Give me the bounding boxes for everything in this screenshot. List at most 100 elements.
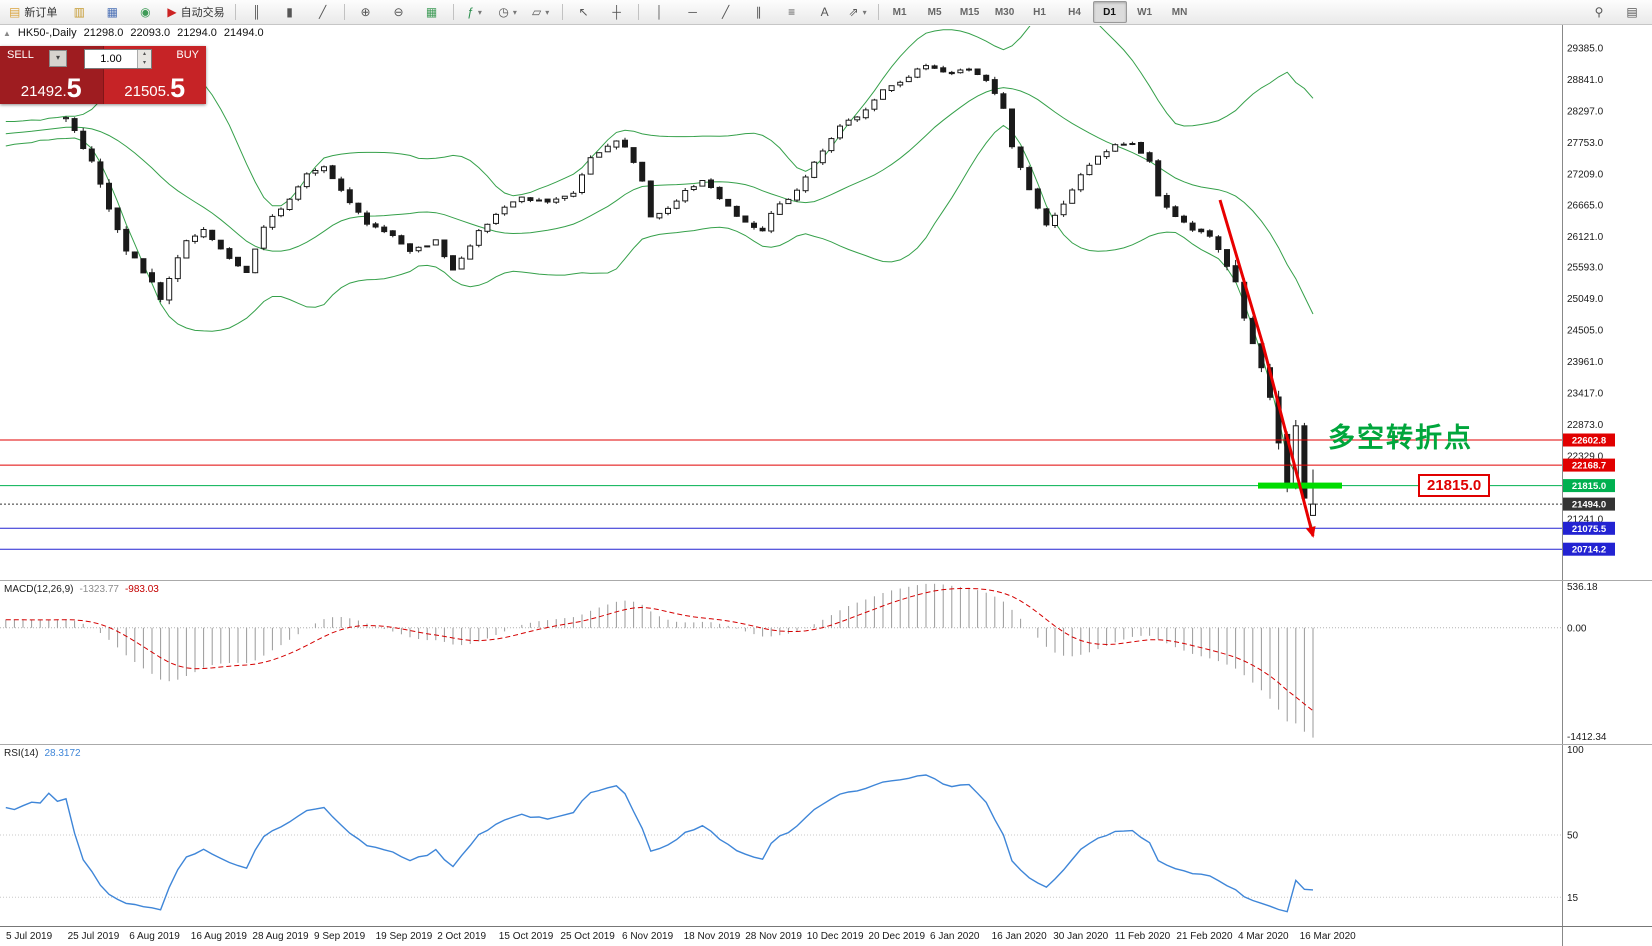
timeframe-h1[interactable]: H1	[1033, 6, 1046, 18]
candle	[1224, 249, 1230, 267]
timeframe-m15[interactable]: M15	[959, 6, 980, 18]
candle	[716, 186, 723, 200]
candle	[183, 240, 190, 259]
new-order-icon: ▤	[9, 5, 21, 19]
caret-down-icon: ▾	[545, 7, 550, 17]
candle	[235, 256, 241, 267]
timeframe-m1[interactable]: M1	[892, 6, 907, 18]
text-label-button[interactable]: A	[809, 1, 841, 23]
candle	[828, 138, 835, 152]
candle	[381, 226, 388, 233]
candle	[1000, 93, 1007, 109]
candle	[991, 79, 998, 94]
toolbar-separator	[343, 4, 345, 20]
candle	[312, 170, 319, 174]
timeframe-m30[interactable]: M30	[994, 6, 1015, 18]
candle	[467, 245, 474, 260]
data-window-button[interactable]: ▦	[96, 1, 128, 23]
toolbar-separator	[637, 4, 639, 20]
candle	[880, 89, 886, 100]
price-axis-label: 23961.0	[1567, 357, 1604, 368]
search-icon: ⚲	[1594, 5, 1604, 19]
date-axis-label: 6 Jan 2020	[930, 931, 980, 942]
toolbar-separator	[561, 4, 563, 20]
trendline-button[interactable]: ╱	[710, 1, 742, 23]
candle	[802, 176, 809, 192]
data-panel-button[interactable]: ▤	[1616, 1, 1648, 23]
indicators-button[interactable]: ƒ ▾	[459, 1, 491, 23]
price-badge-label: 20714.2	[1572, 545, 1606, 556]
candle	[596, 152, 603, 158]
crosshair-button[interactable]: ┼	[601, 1, 633, 23]
equidistant-channel-button[interactable]: ∥	[743, 1, 775, 23]
bar-chart-button[interactable]: ║	[241, 1, 273, 23]
candle	[699, 180, 706, 187]
timeframe-m5[interactable]: M5	[927, 6, 942, 18]
date-axis-label: 9 Sep 2019	[314, 931, 366, 942]
autotrading-button[interactable]: ▶ 自动交易	[162, 1, 229, 23]
toolbar-buttons: ▤ 新订单 ▥ ▦ ◉ ▶ 自动交易 ║ ▮ ╱ ⊕ ⊖ ▦ ƒ ▾ ◷ ▾ ▱ ▾ ↖ ┼ │ ─ ╱ ∥ ≡ A ⇗ ▾	[4, 1, 874, 23]
date-axis-label: 28 Nov 2019	[745, 931, 802, 942]
candle	[656, 212, 663, 219]
toolbar: ▤ 新订单 ▥ ▦ ◉ ▶ 自动交易 ║ ▮ ╱ ⊕ ⊖ ▦ ƒ ▾ ◷ ▾ ▱ ▾ ↖ ┼ │ ─ ╱ ∥ ≡ A ⇗ ▾ M1 M5 M…	[0, 0, 1652, 25]
candle	[1163, 195, 1170, 208]
timeframe-h4[interactable]: H4	[1068, 6, 1081, 18]
timeframe-d1[interactable]: D1	[1092, 1, 1127, 23]
candle	[364, 212, 370, 225]
market-watch-button[interactable]: ▥	[63, 1, 95, 23]
new-order-button[interactable]: ▤ 新订单	[4, 1, 62, 23]
templates-button[interactable]: ▱ ▾	[525, 1, 557, 23]
price-axis-label: 28297.0	[1567, 106, 1604, 117]
navigator-button[interactable]: ◉	[129, 1, 161, 23]
timeframe-mn[interactable]: MN	[1171, 6, 1188, 18]
candle	[80, 130, 87, 149]
date-axis-label: 2 Oct 2019	[437, 931, 486, 942]
close-value: 21494.0	[223, 27, 264, 39]
candlestick-chart-button[interactable]: ▮	[274, 1, 306, 23]
timeframe-w1[interactable]: W1	[1137, 6, 1153, 18]
candlesticks	[63, 63, 1316, 516]
volume-increase-button[interactable]: ▴	[138, 50, 151, 59]
bar-chart-icon: ║	[252, 5, 261, 19]
candle	[527, 197, 534, 201]
date-axis-label: 25 Oct 2019	[560, 931, 615, 942]
candle	[1146, 152, 1153, 162]
arrow-objects-button[interactable]: ⇗ ▾	[842, 1, 874, 23]
date-axis-label: 6 Nov 2019	[622, 931, 674, 942]
zoom-in-button[interactable]: ⊕	[350, 1, 382, 23]
vertical-line-button[interactable]: │	[644, 1, 676, 23]
volume-decrease-button[interactable]: ▾	[138, 59, 151, 68]
search-button[interactable]: ⚲	[1583, 1, 1615, 23]
price-axis-label: 29385.0	[1567, 44, 1604, 55]
date-axis-label: 11 Feb 2020	[1115, 931, 1171, 942]
candle	[845, 119, 852, 126]
periods-button[interactable]: ◷ ▾	[492, 1, 524, 23]
macd-name: MACD(12,26,9)	[4, 584, 74, 595]
tile-windows-button[interactable]: ▦	[416, 1, 448, 23]
line-chart-icon: ╱	[318, 5, 327, 19]
candle	[983, 74, 990, 81]
indicators-icon: ƒ	[467, 5, 474, 19]
line-chart-button[interactable]: ╱	[307, 1, 339, 23]
buy-price-dec: 5	[170, 73, 186, 103]
candle	[1112, 144, 1119, 152]
candle	[1052, 214, 1058, 227]
candle	[424, 245, 431, 248]
price-axis-label: 22329.0	[1567, 451, 1604, 462]
toolbar-right: ⚲ ▤	[1583, 1, 1648, 23]
candle	[355, 202, 362, 213]
candle	[346, 189, 353, 204]
date-axis-label: 20 Dec 2019	[868, 931, 925, 942]
cursor-button[interactable]: ↖	[568, 1, 600, 23]
candle	[897, 81, 904, 86]
volume-input[interactable]	[85, 50, 137, 68]
fibonacci-button[interactable]: ≡	[776, 1, 808, 23]
zoom-out-button[interactable]: ⊖	[383, 1, 415, 23]
horizontal-line-button[interactable]: ─	[677, 1, 709, 23]
trend-arrow[interactable]	[1218, 199, 1316, 538]
candle	[1129, 143, 1136, 145]
volume-preset-dropdown[interactable]: ▾	[49, 50, 67, 67]
candle	[639, 161, 646, 182]
volume-spinner: ▴ ▾	[137, 50, 151, 68]
